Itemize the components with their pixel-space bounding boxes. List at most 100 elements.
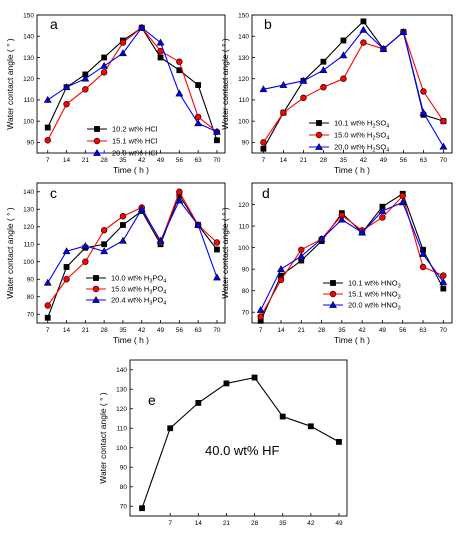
y-tick-label: 110 [239, 223, 250, 230]
data-point [223, 380, 230, 387]
legend-subscript: 3 [398, 295, 401, 301]
legend-marker [315, 142, 323, 150]
data-point [137, 23, 146, 31]
x-tick-label: 21 [82, 157, 90, 164]
data-point [139, 505, 145, 512]
legend-subscript: 3 [149, 301, 152, 307]
legend-marker [329, 290, 337, 298]
series-line [47, 26, 218, 141]
y-tick-label: 130 [23, 55, 34, 62]
x-axis-label: Time ( h ) [113, 335, 149, 345]
data-point [339, 51, 348, 59]
data-point [175, 89, 184, 97]
x-tick-label: 35 [340, 157, 348, 164]
data-point [63, 276, 70, 283]
data-point [279, 413, 286, 420]
legend-subscript: 3 [398, 284, 401, 290]
legend-entry: 20.0 wt% HCl [112, 149, 158, 158]
data-point [419, 108, 428, 116]
data-point [440, 272, 447, 279]
data-point [319, 66, 328, 74]
x-tick-label: 14 [280, 157, 288, 164]
legend-subscript: 4 [163, 290, 166, 296]
y-tick-label: 150 [238, 12, 249, 19]
y-tick-label: 120 [23, 224, 34, 231]
y-tick-label: 110 [24, 97, 35, 104]
y-tick-label: 90 [242, 140, 250, 147]
panel-d: 7 14 21 28 35 42 49 56 63 70 70 80 90 100 110 120 Time (… [220, 182, 453, 345]
x-tick-label: 49 [157, 157, 165, 164]
legend-subscript: 4 [386, 148, 389, 154]
data-point [439, 278, 448, 285]
data-point [44, 302, 51, 309]
data-point [167, 425, 174, 432]
series-line [141, 376, 340, 509]
data-point [194, 119, 203, 127]
x-tick-label: 7 [262, 157, 266, 164]
data-point [101, 241, 108, 248]
data-point [280, 109, 287, 116]
legend-subscript: 3 [398, 306, 401, 312]
y-tick-label: 100 [238, 118, 249, 125]
x-tick-label: 7 [168, 520, 172, 527]
y-tick-label: 90 [120, 465, 128, 472]
legend-entry: 15.0 wt% H3PO4 [111, 285, 166, 296]
x-tick-label: 21 [300, 157, 308, 164]
y-tick-label: 120 [238, 202, 249, 209]
legend-text-part: 10.1 wt% H [334, 119, 372, 128]
data-point [440, 117, 447, 125]
series-line [47, 194, 218, 318]
x-tick-label: 56 [176, 327, 184, 334]
legend-entry: 15.1 wt% HNO3 [348, 290, 401, 301]
x-tick-label: 28 [320, 157, 328, 164]
x-tick-label: 56 [399, 327, 407, 334]
legend-entry: 15.1 wt% HCl [112, 137, 158, 146]
x-tick-label: 28 [101, 327, 109, 334]
panel-letter: b [264, 16, 272, 32]
y-tick-label: 140 [23, 34, 34, 41]
legend-text-part: 10.1 wt% HNO [348, 279, 398, 288]
plot-frame [36, 14, 226, 154]
legend-text-part: 20.0 wt% HNO [348, 301, 398, 310]
data-point [119, 213, 127, 220]
data-point [120, 222, 126, 228]
y-tick-label: 70 [27, 312, 35, 319]
series-line [47, 190, 218, 306]
x-tick-label: 35 [338, 327, 346, 334]
y-tick-label: 70 [120, 504, 128, 511]
x-tick-label: 63 [195, 157, 203, 164]
y-tick-label: 80 [242, 288, 250, 295]
y-axis-label: Water contact angle ( ° ) [220, 207, 230, 299]
data-point [100, 227, 108, 234]
x-tick-label: 14 [195, 520, 203, 527]
legend-marker [316, 120, 322, 126]
data-point [277, 276, 285, 284]
data-point [399, 192, 406, 200]
legend-text-part: 15.0 wt% H [111, 285, 149, 294]
legend-text-part: SO [375, 143, 386, 152]
y-tick-label: 100 [23, 118, 34, 125]
legend-subscript: 4 [163, 279, 166, 285]
legend-marker [93, 148, 101, 156]
x-tick-label: 63 [420, 157, 428, 164]
x-tick-label: 35 [279, 520, 287, 527]
legend-text-part: 15.1 wt% HNO [348, 290, 398, 299]
legend-entry: 10.1 wt% HNO3 [348, 279, 401, 290]
x-tick-label: 42 [360, 157, 368, 164]
x-tick-label: 7 [46, 327, 50, 334]
x-tick-label: 7 [46, 157, 50, 164]
series-line [260, 194, 444, 317]
legend-marker [92, 295, 100, 303]
legend-subscript: 3 [149, 290, 152, 296]
x-tick-label: 14 [63, 327, 71, 334]
y-tick-label: 130 [238, 55, 249, 62]
data-point [119, 39, 127, 46]
legend-text-part: 10.2 wt% HCl [112, 125, 158, 134]
panel-b: 7 14 21 28 35 42 49 56 63 7090100110120130140150T… [220, 12, 453, 175]
y-axis-label: Water contact angle ( ° ) [98, 392, 108, 484]
y-tick-label: 140 [116, 367, 127, 374]
legend-subscript: 4 [163, 301, 166, 307]
y-tick-label: 130 [23, 207, 34, 214]
x-tick-label: 28 [251, 520, 259, 527]
